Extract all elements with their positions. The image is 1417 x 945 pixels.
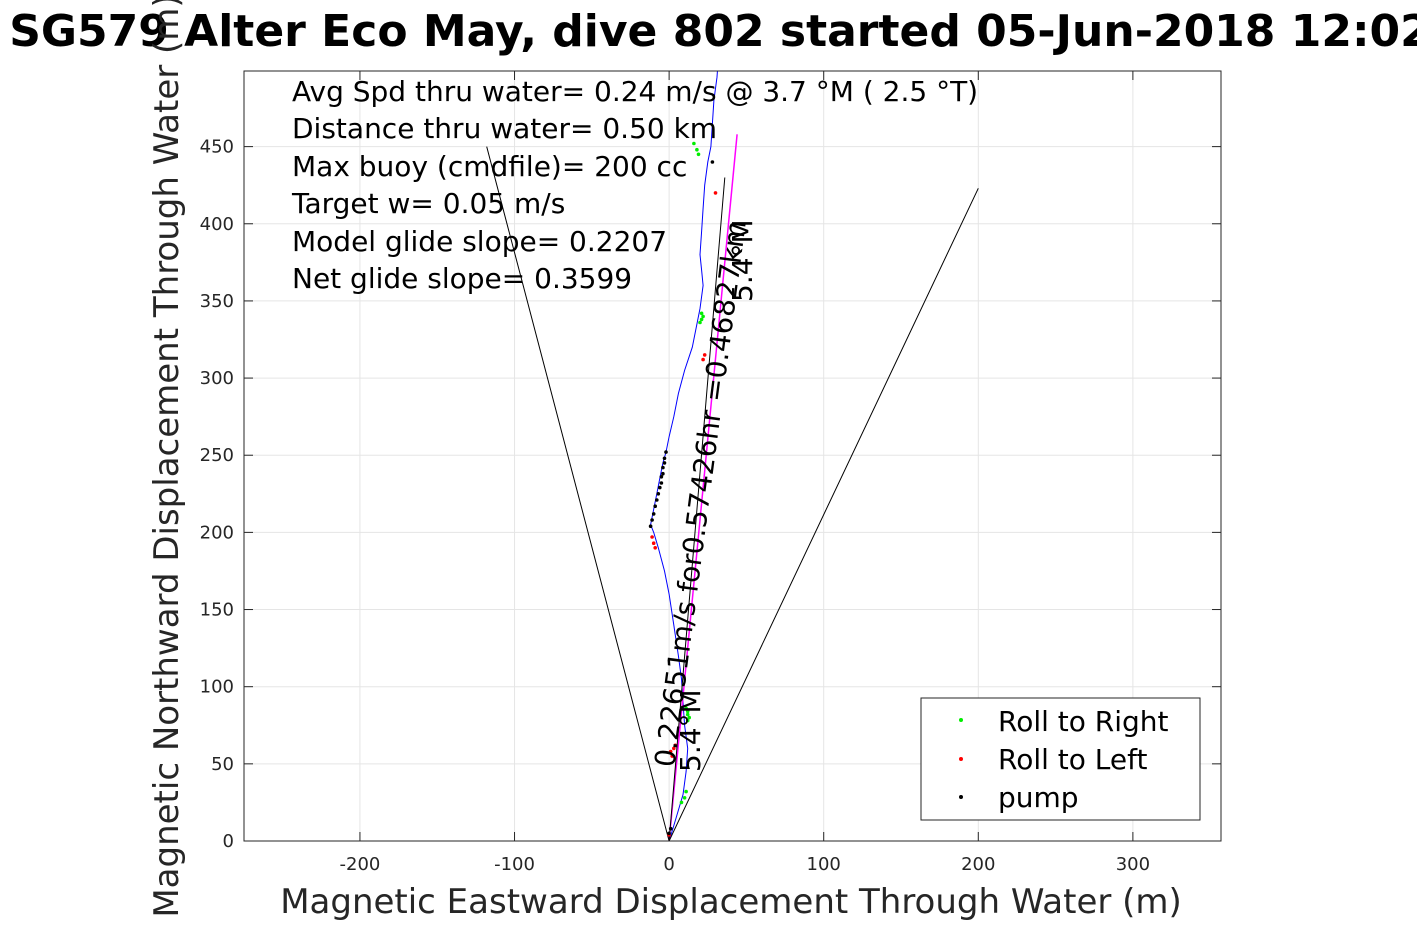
marker-pump: [662, 456, 667, 461]
marker-layer: [648, 141, 718, 837]
marker-roll-right: [695, 147, 699, 152]
grid-lines: [244, 71, 1221, 842]
x-tick-label: 200: [961, 854, 995, 875]
annotation-heading-lower: 5.4°M: [674, 689, 707, 772]
stat-distance: Distance thru water= 0.50 km: [292, 112, 717, 145]
legend-label-pump: pump: [998, 781, 1079, 814]
marker-pump: [648, 524, 653, 528]
y-tick-label: 200: [200, 522, 234, 543]
stat-model-glide-slope: Model glide slope= 0.2207: [292, 225, 667, 258]
stat-target-w: Target w= 0.05 m/s: [291, 187, 565, 220]
marker-roll-left: [670, 754, 674, 758]
stat-max-buoy: Max buoy (cmdfile)= 200 cc: [292, 150, 687, 183]
marker-pump: [661, 465, 665, 470]
marker-roll-right: [699, 317, 704, 322]
legend: Roll to Right Roll to Left pump: [920, 697, 1201, 821]
stat-net-glide-slope: Net glide slope= 0.3599: [292, 262, 632, 295]
series-layer: [486, 71, 979, 841]
annotation-heading-upper: 5.4°M: [726, 219, 759, 302]
marker-pump: [650, 518, 654, 522]
marker-pump: [710, 160, 715, 164]
marker-pump: [662, 461, 667, 465]
series-line-direct: [668, 134, 738, 841]
legend-label-roll-left: Roll to Left: [998, 743, 1147, 776]
marker-pump: [651, 512, 656, 516]
marker-roll-left: [653, 546, 657, 550]
x-tick-label: 100: [807, 854, 841, 875]
legend-swatch-pump: [959, 795, 963, 799]
y-tick-label: 400: [200, 214, 234, 235]
y-tick-label: 150: [200, 600, 234, 621]
x-tick-label: -100: [494, 854, 535, 875]
y-axis-label: Magnetic Northward Displacement Through …: [147, 0, 187, 918]
x-tick-label: -200: [340, 854, 381, 875]
marker-roll-left: [668, 749, 673, 754]
marker-roll-right: [685, 712, 690, 717]
marker-roll-left: [713, 191, 718, 195]
marker-roll-right: [682, 796, 687, 800]
x-tick-labels: -200 -100 0 100 200 300: [340, 854, 1151, 875]
y-tick-label: 300: [200, 368, 234, 389]
y-tick-label: 350: [200, 291, 234, 312]
plot-frame: [243, 70, 1222, 842]
marker-roll-left: [672, 746, 676, 751]
marker-roll-left: [702, 353, 707, 357]
y-tick-label: 50: [211, 754, 234, 775]
marker-roll-left: [650, 535, 654, 539]
x-tick-label: 0: [663, 854, 674, 875]
marker-roll-right: [684, 706, 688, 711]
marker-roll-right: [679, 800, 684, 805]
chart-title: SG579 Alter Eco May, dive 802 started 05…: [9, 6, 1417, 57]
marker-pump: [659, 475, 664, 479]
stats-block: Avg Spd thru water= 0.24 m/s @ 3.7 °M ( …: [291, 75, 978, 295]
legend-box: [920, 697, 1201, 821]
marker-roll-left: [673, 743, 678, 748]
y-tick-label: 250: [200, 445, 234, 466]
marker-roll-right: [685, 709, 690, 714]
marker-pump: [658, 485, 662, 490]
marker-pump: [668, 826, 673, 831]
y-tick-label: 0: [223, 831, 234, 852]
axis-ticks: [244, 71, 1221, 842]
marker-pump: [664, 450, 668, 454]
series-line-heading: [668, 177, 726, 841]
legend-label-roll-right: Roll to Right: [998, 705, 1169, 738]
marker-pump: [661, 471, 665, 476]
marker-pump: [659, 481, 664, 485]
marker-roll-right: [699, 311, 704, 316]
y-tick-labels: 0 50 100 150 200 250 300 350 400 450: [200, 137, 234, 852]
legend-swatch-roll-right: [959, 718, 963, 722]
marker-pump: [667, 831, 671, 836]
legend-swatch-roll-left: [959, 757, 963, 761]
x-axis-label: Magnetic Eastward Displacement Through W…: [280, 882, 1182, 922]
y-tick-label: 100: [200, 677, 234, 698]
marker-roll-left: [701, 357, 705, 362]
x-tick-label: 300: [1116, 854, 1150, 875]
marker-roll-left: [651, 541, 656, 545]
marker-roll-right: [696, 152, 701, 157]
marker-pump: [656, 492, 661, 496]
marker-roll-right: [687, 715, 691, 720]
marker-roll-right: [692, 141, 696, 146]
y-tick-label: 450: [200, 137, 234, 158]
stat-avg-speed: Avg Spd thru water= 0.24 m/s @ 3.7 °M ( …: [292, 75, 978, 108]
series-line-cone: [486, 146, 979, 841]
marker-pump: [655, 498, 659, 502]
marker-roll-right: [685, 718, 690, 723]
marker-roll-right: [701, 314, 705, 319]
marker-roll-right: [684, 789, 688, 794]
marker-roll-right: [698, 320, 702, 325]
marker-pump: [653, 504, 657, 509]
